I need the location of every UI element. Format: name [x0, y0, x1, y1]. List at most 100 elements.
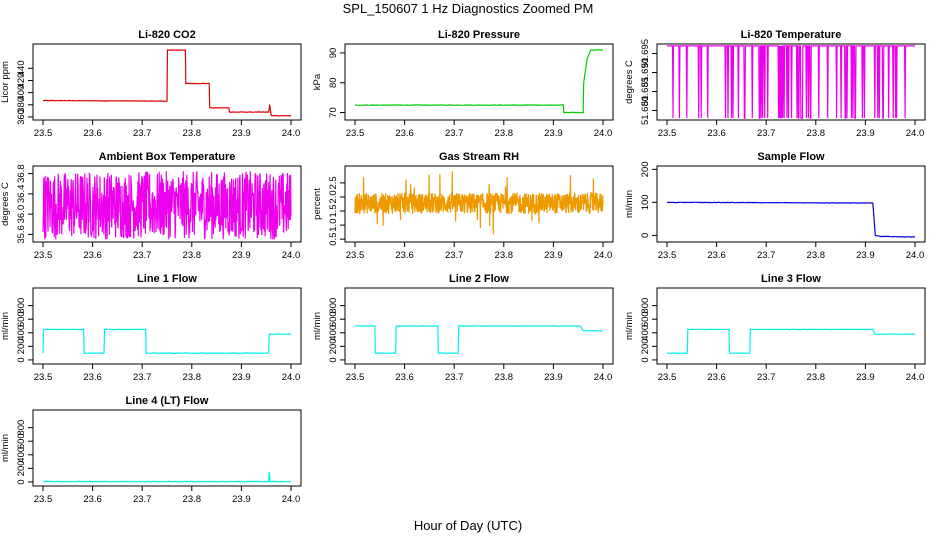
data-series-line-ambient-box-temperature	[42, 171, 292, 240]
x-tick-label: 23.5	[346, 250, 365, 261]
y-axis-label-li-820-co2: Licor ppm	[0, 61, 11, 103]
panel-li-820-pressure: Li-820 Pressure kPa 23.5 23.6 23.7 23.8 23.9 24…	[312, 29, 614, 139]
x-tick-label: 23.6	[395, 250, 414, 261]
plot-frame-line-2-flow	[344, 287, 614, 365]
plot-title-line-3-flow: Line 3 Flow	[761, 273, 821, 285]
x-tick-label: 23.9	[856, 250, 875, 261]
plot-frame-gas-stream-rh	[344, 165, 614, 243]
y-tick-label: 400	[16, 85, 27, 101]
x-tick-label: 23.5	[34, 372, 53, 383]
x-tick-label: 23.8	[807, 250, 826, 261]
x-tick-label: 24.0	[906, 250, 925, 261]
y-tick-label: 51.680	[640, 96, 651, 125]
x-tick-label: 24.0	[594, 372, 613, 383]
y-tick-label: 800	[16, 298, 27, 314]
y-axis-label-li-820-temperature: degrees C	[624, 60, 635, 104]
x-tick-label: 23.7	[133, 250, 152, 261]
x-tick-label: 23.7	[757, 372, 776, 383]
y-tick-label: 0	[640, 357, 651, 362]
x-tick-label: 23.5	[658, 128, 677, 139]
y-tick-label: 51.695	[640, 39, 651, 68]
plot-frame-li-820-pressure	[344, 43, 614, 121]
y-tick-label: 0	[16, 479, 27, 484]
y-tick-label: 400	[328, 325, 339, 341]
panel-ambient-box-temperature: Ambient Box Temperature degrees C 23.5 23.6…	[0, 151, 302, 261]
x-tick-label: 23.6	[707, 372, 726, 383]
x-tick-label: 23.8	[495, 250, 514, 261]
x-tick-label: 23.7	[757, 250, 776, 261]
x-tick-label: 24.0	[282, 494, 301, 505]
x-tick-label: 23.8	[807, 372, 826, 383]
y-tick-label: 360	[16, 109, 27, 125]
y-tick-label: 400	[16, 325, 27, 341]
x-tick-label: 23.5	[34, 250, 53, 261]
plot-frame-li-820-co2	[32, 43, 302, 121]
plot-title-line-2-flow: Line 2 Flow	[449, 273, 509, 285]
x-tick-label: 23.8	[495, 372, 514, 383]
y-tick-label: 200	[328, 338, 339, 354]
plot-frame-line-3-flow	[656, 287, 926, 365]
x-tick-label: 23.9	[544, 372, 563, 383]
x-tick-label: 24.0	[594, 250, 613, 261]
plot-title-li-820-temperature: Li-820 Temperature	[741, 29, 842, 41]
y-axis-label-sample-flow: ml/min	[624, 190, 635, 218]
data-series-line-gas-stream-rh	[354, 171, 604, 235]
y-tick-label: 36.4	[16, 185, 27, 204]
panel-line-1-flow: Line 1 Flow ml/min 23.5 23.6 23.7 23.8 23.9 24.…	[0, 273, 302, 383]
y-tick-label: 800	[640, 298, 651, 314]
data-series-line-line-1-flow	[42, 328, 292, 355]
data-series-line-li-820-pressure	[355, 49, 604, 114]
plot-title-li-820-co2: Li-820 CO2	[138, 29, 195, 41]
x-tick-label: 23.7	[133, 494, 152, 505]
plot-title-li-820-pressure: Li-820 Pressure	[438, 29, 520, 41]
x-tick-label: 23.5	[346, 128, 365, 139]
y-tick-label: 0	[16, 357, 27, 362]
x-tick-label: 23.9	[544, 128, 563, 139]
figure-title: SPL_150607 1 Hz Diagnostics Zoomed PM	[342, 1, 594, 16]
x-tick-label: 23.8	[495, 128, 514, 139]
x-tick-label: 23.7	[445, 250, 464, 261]
data-series-line-li-820-co2	[42, 49, 292, 117]
panel-li-820-temperature: Li-820 Temperature degrees C 23.5 23.6 23.7 2…	[624, 29, 926, 139]
plot-frame-li-820-temperature	[656, 43, 926, 121]
y-tick-label: 70	[328, 107, 339, 118]
data-series-line-line-3-flow	[666, 328, 915, 355]
plot-title-gas-stream-rh: Gas Stream RH	[439, 151, 519, 163]
y-tick-label: 0.5	[328, 233, 339, 246]
y-axis-label-gas-stream-rh: percent	[312, 188, 323, 220]
panel-gas-stream-rh: Gas Stream RH percent 23.5 23.6 23.7 23.8 23.9…	[312, 151, 614, 261]
y-tick-label: 800	[16, 420, 27, 436]
y-tick-label: 440	[16, 60, 27, 76]
x-tick-label: 23.8	[183, 372, 202, 383]
x-tick-label: 23.6	[83, 494, 102, 505]
y-tick-label: 2.0	[328, 190, 339, 203]
x-tick-label: 23.7	[133, 372, 152, 383]
x-tick-label: 23.7	[757, 128, 776, 139]
y-tick-label: 200	[640, 338, 651, 354]
y-tick-label: 400	[640, 325, 651, 341]
y-tick-label: 80	[328, 77, 339, 88]
x-tick-label: 23.8	[183, 250, 202, 261]
x-tick-label: 24.0	[906, 372, 925, 383]
x-tick-label: 23.7	[133, 128, 152, 139]
y-tick-label: 200	[16, 460, 27, 476]
y-tick-label: 200	[16, 338, 27, 354]
x-tick-label: 23.7	[445, 372, 464, 383]
x-tick-label: 24.0	[282, 250, 301, 261]
y-tick-label: 0	[328, 357, 339, 362]
x-tick-label: 23.5	[346, 372, 365, 383]
x-tick-label: 23.5	[34, 128, 53, 139]
x-tick-label: 23.7	[445, 128, 464, 139]
y-tick-label: 0	[640, 233, 651, 238]
y-tick-label: 380	[16, 97, 27, 113]
figure-x-axis-label: Hour of Day (UTC)	[413, 518, 523, 533]
y-tick-label: 600	[640, 311, 651, 327]
y-axis-label-line-4-lt-flow: ml/min	[0, 434, 11, 462]
x-tick-label: 23.9	[856, 128, 875, 139]
y-axis-label-line-3-flow: ml/min	[624, 312, 635, 340]
y-tick-label: 1.5	[328, 204, 339, 217]
x-tick-label: 23.6	[83, 128, 102, 139]
plot-frame-line-1-flow	[32, 287, 302, 365]
y-tick-label: 400	[16, 447, 27, 463]
